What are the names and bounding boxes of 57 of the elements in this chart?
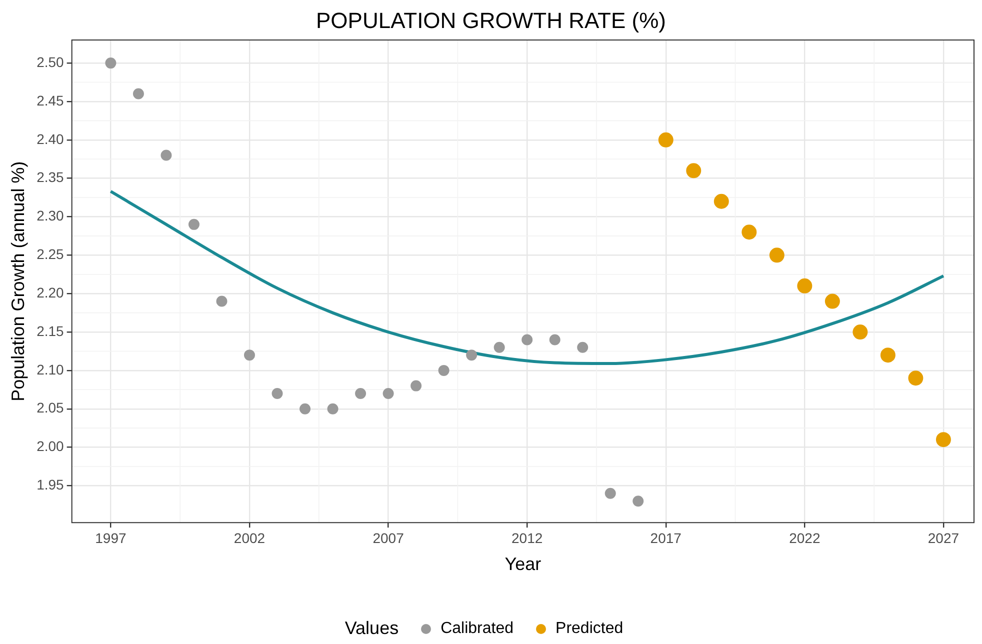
point: [577, 342, 588, 353]
legend-title: Values: [344, 618, 399, 639]
y-axis-title: Population Growth (annual %): [8, 161, 28, 402]
x-tick-label: 2002: [234, 530, 266, 546]
point: [160, 150, 172, 161]
x-tick-label: 2027: [928, 530, 960, 546]
point: [410, 380, 422, 392]
x-axis-title: Year: [504, 554, 542, 574]
point: [824, 294, 840, 309]
point: [852, 324, 868, 340]
point: [742, 224, 757, 240]
point: [244, 350, 256, 361]
point: [438, 364, 450, 376]
point: [714, 194, 729, 209]
point: [769, 248, 784, 263]
y-tick-label: 2.05: [36, 400, 64, 416]
y-tick-label: 2.10: [36, 361, 64, 378]
legend-label: Calibrated: [440, 620, 514, 638]
point: [216, 296, 228, 307]
line-series: [109, 190, 945, 366]
point: [188, 218, 200, 230]
y-tick-label: 2.25: [36, 246, 64, 262]
y-tick-label: 2.20: [36, 284, 64, 300]
point: [604, 488, 616, 499]
point: [327, 403, 338, 414]
y-tick-label: 2.40: [36, 130, 64, 147]
y-tick-label: 2.50: [36, 54, 64, 70]
point: [658, 132, 674, 148]
point: [466, 350, 478, 361]
x-tick-label: 1997: [95, 530, 126, 546]
y-tick-label: 1.95: [36, 476, 64, 493]
y-tick-label: 2.35: [36, 169, 64, 186]
y-tick-label: 2.00: [36, 438, 64, 454]
chart-title: POPULATION GROWTH RATE (%): [315, 8, 667, 34]
point: [632, 496, 644, 507]
point: [797, 278, 812, 294]
y-tick-label: 2.30: [36, 208, 64, 224]
x-tick-label: 2022: [789, 530, 820, 546]
legend-label: Predicted: [556, 620, 624, 638]
point: [908, 370, 924, 386]
x-tick-label: 2012: [512, 530, 543, 546]
point: [355, 388, 366, 399]
point: [105, 58, 116, 69]
y-tick-label: 2.45: [36, 92, 64, 108]
x-tick-label: 2017: [650, 530, 682, 546]
point: [494, 342, 505, 353]
point: [522, 334, 533, 346]
point: [132, 88, 144, 100]
point: [936, 432, 951, 448]
point: [272, 388, 283, 399]
point: [686, 163, 702, 178]
point: [880, 348, 896, 363]
point: [549, 334, 560, 346]
point: [382, 388, 394, 399]
x-tick-label: 2007: [372, 530, 404, 546]
point: [300, 403, 311, 414]
y-tick-label: 2.15: [36, 322, 64, 339]
